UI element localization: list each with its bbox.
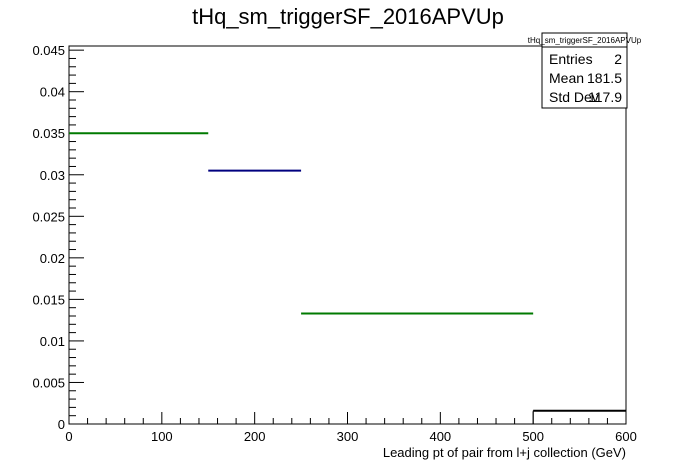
stats-entries-label: Entries xyxy=(549,51,593,67)
stats-box: tHq_sm_triggerSF_2016APVUp Entries 2 Mea… xyxy=(528,32,642,109)
x-tick-label: 400 xyxy=(429,429,451,444)
y-tick-label: 0.045 xyxy=(32,43,65,58)
stats-entries-value: 2 xyxy=(614,51,622,67)
y-tick-label: 0.035 xyxy=(32,126,65,141)
y-tick-label: 0.03 xyxy=(40,168,65,183)
x-axis: 0 100 200 300 400 500 600 xyxy=(65,412,637,444)
x-tick-label: 600 xyxy=(615,429,637,444)
stats-box-frame xyxy=(541,32,628,109)
x-axis-label: Leading pt of pair from l+j collection (… xyxy=(383,445,626,460)
y-tick-label: 0.02 xyxy=(40,251,65,266)
y-axis: 0 0.005 0.01 0.015 0.02 0.025 0.03 0.035 0.04 0.0… xyxy=(32,43,84,432)
x-tick-label: 100 xyxy=(151,429,173,444)
stats-box-title: tHq_sm_triggerSF_2016APVUp xyxy=(528,36,642,45)
x-tick-label: 0 xyxy=(65,429,72,444)
chart-title: tHq_sm_triggerSF_2016APVUp xyxy=(192,4,504,29)
y-tick-label: 0.025 xyxy=(32,209,65,224)
x-tick-label: 500 xyxy=(522,429,544,444)
stats-stddev-label: Std Dev xyxy=(549,89,599,105)
stats-mean-value: 181.5 xyxy=(587,70,622,86)
stats-mean-label: Mean xyxy=(549,70,584,86)
y-tick-label: 0.015 xyxy=(32,292,65,307)
x-tick-label: 300 xyxy=(337,429,359,444)
x-tick-label: 200 xyxy=(244,429,266,444)
y-tick-label: 0 xyxy=(58,417,65,432)
stats-stddev-value: 117.9 xyxy=(588,89,622,105)
histogram-bins xyxy=(69,132,626,424)
y-tick-label: 0.01 xyxy=(40,334,65,349)
y-tick-label: 0.005 xyxy=(32,375,65,390)
y-tick-label: 0.04 xyxy=(40,85,65,100)
